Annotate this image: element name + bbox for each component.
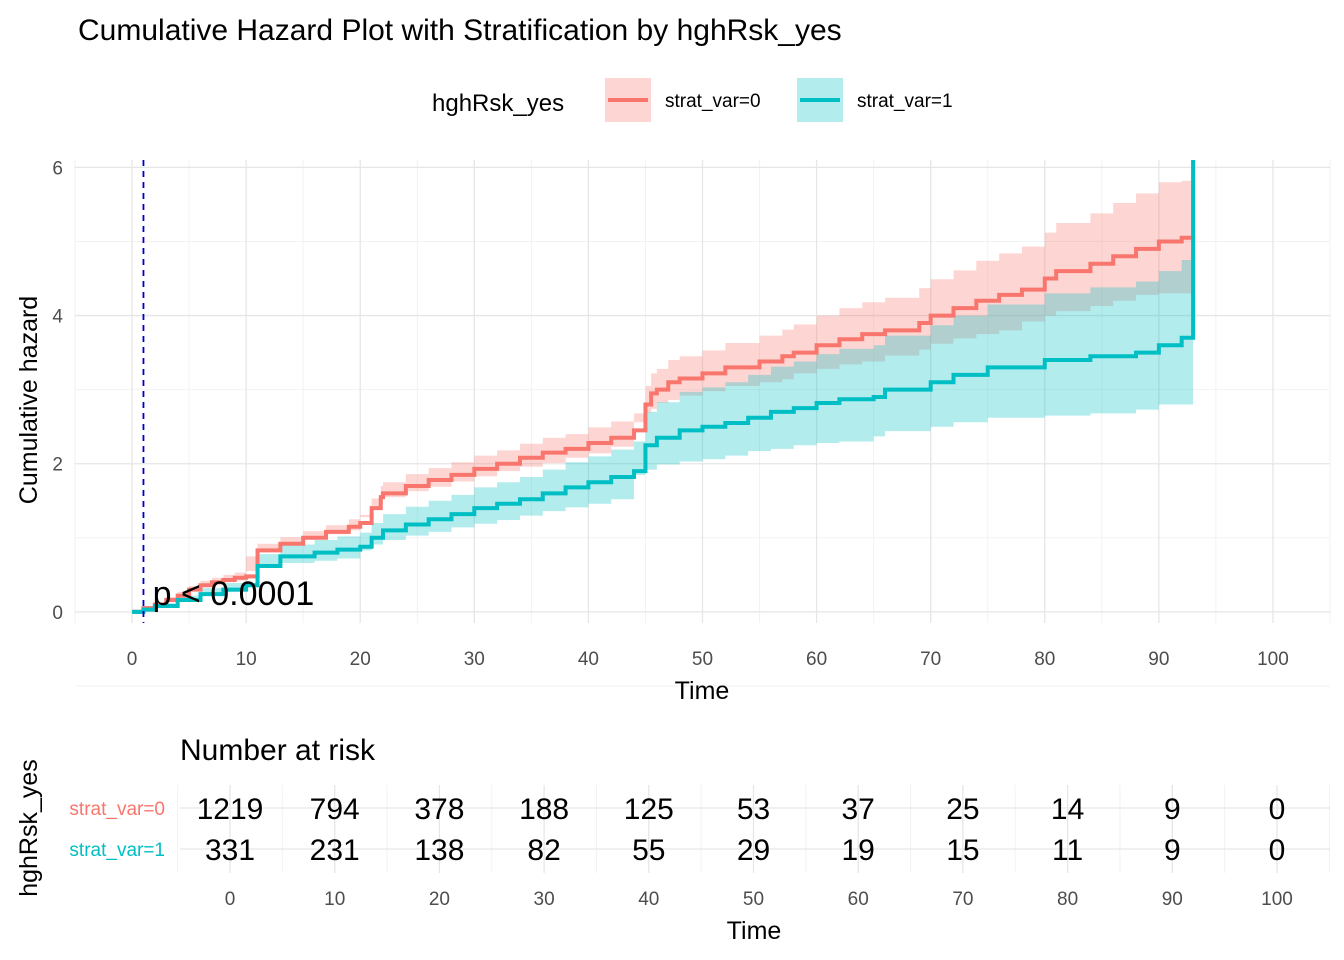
risk-count: 331 — [205, 834, 255, 867]
y-tick-label: 2 — [52, 455, 63, 476]
x-tick-label: 20 — [350, 649, 371, 670]
legend-title: hghRsk_yes — [432, 90, 564, 117]
x-tick-label: 30 — [464, 649, 485, 670]
x-tick-label: 50 — [692, 649, 713, 670]
risk-x-tick-label: 40 — [638, 889, 659, 910]
risk-x-tick-label: 30 — [534, 889, 555, 910]
risk-x-tick-label: 0 — [225, 889, 236, 910]
risk-x-tick-labels: 0 10 20 30 40 50 60 70 80 90 100 — [225, 889, 1293, 910]
risk-table: Number at risk strat_var=0 1219 794 378 188 1… — [15, 734, 1330, 945]
x-tick-label: 90 — [1148, 649, 1169, 670]
main-plot: p < 0.0001 0 10 20 30 40 50 60 70 80 90 100 0 2 4 6 T… — [15, 158, 1331, 705]
risk-rows: strat_var=0 1219 794 378 188 125 53 37 25 14 9 0 str… — [69, 793, 1285, 867]
risk-count: 15 — [946, 834, 979, 867]
y-tick-label: 6 — [52, 158, 63, 179]
hazard-lines — [132, 160, 1196, 614]
risk-count: 53 — [737, 793, 770, 826]
x-tick-label: 70 — [920, 649, 941, 670]
y-tick-label: 4 — [52, 307, 63, 328]
risk-x-tick-label: 80 — [1057, 889, 1078, 910]
x-tick-label: 60 — [806, 649, 827, 670]
risk-count: 55 — [632, 834, 665, 867]
chart-title: Cumulative Hazard Plot with Stratificati… — [78, 14, 842, 47]
risk-count: 14 — [1051, 793, 1084, 826]
risk-count: 231 — [310, 834, 360, 867]
x-tick-label: 40 — [578, 649, 599, 670]
risk-x-axis-title: Time — [727, 917, 782, 945]
x-axis-title: Time — [675, 677, 730, 705]
risk-row-label: strat_var=1 — [69, 840, 165, 861]
line-strat-var-1 — [132, 160, 1196, 614]
legend-label: strat_var=1 — [857, 91, 953, 112]
risk-table-title: Number at risk — [180, 734, 376, 767]
grid-minor — [74, 160, 1331, 687]
y-tick-label: 0 — [52, 603, 63, 624]
confidence-bands — [132, 180, 1194, 612]
risk-count: 378 — [414, 793, 464, 826]
risk-y-axis-title: hghRsk_yes — [15, 759, 43, 897]
risk-count: 0 — [1269, 793, 1286, 826]
risk-count: 19 — [842, 834, 875, 867]
legend: hghRsk_yes strat_var=0 strat_var=1 — [432, 78, 953, 122]
risk-count: 138 — [414, 834, 464, 867]
x-tick-label: 10 — [236, 649, 257, 670]
risk-count: 9 — [1164, 834, 1181, 867]
legend-label: strat_var=0 — [665, 91, 761, 112]
risk-grid — [177, 785, 1330, 873]
y-axis-title: Cumulative hazard — [15, 296, 43, 504]
risk-x-tick-label: 100 — [1261, 889, 1293, 910]
risk-x-tick-label: 70 — [952, 889, 973, 910]
risk-x-tick-label: 90 — [1162, 889, 1183, 910]
risk-count: 1219 — [197, 793, 264, 826]
risk-x-tick-label: 60 — [848, 889, 869, 910]
x-tick-labels: 0 10 20 30 40 50 60 70 80 90 100 — [127, 649, 1289, 670]
band-strat-var-0 — [132, 180, 1194, 612]
x-tick-label: 80 — [1034, 649, 1055, 670]
risk-count: 0 — [1269, 834, 1286, 867]
line-strat-var-0 — [132, 235, 1194, 614]
x-tick-label: 100 — [1257, 649, 1289, 670]
risk-count: 188 — [519, 793, 569, 826]
y-tick-labels: 0 2 4 6 — [52, 158, 63, 623]
risk-x-tick-label: 50 — [743, 889, 764, 910]
p-value-annotation: p < 0.0001 — [153, 575, 315, 613]
risk-x-tick-label: 10 — [324, 889, 345, 910]
risk-count: 125 — [624, 793, 674, 826]
risk-count: 794 — [310, 793, 360, 826]
risk-count: 11 — [1052, 834, 1083, 867]
grid-major — [75, 160, 1330, 623]
risk-count: 9 — [1164, 793, 1181, 826]
risk-count: 37 — [842, 793, 875, 826]
risk-count: 25 — [946, 793, 979, 826]
risk-count: 29 — [737, 834, 770, 867]
x-tick-label: 0 — [127, 649, 138, 670]
risk-x-tick-label: 20 — [429, 889, 450, 910]
risk-row-label: strat_var=0 — [69, 799, 165, 820]
risk-count: 82 — [527, 834, 560, 867]
